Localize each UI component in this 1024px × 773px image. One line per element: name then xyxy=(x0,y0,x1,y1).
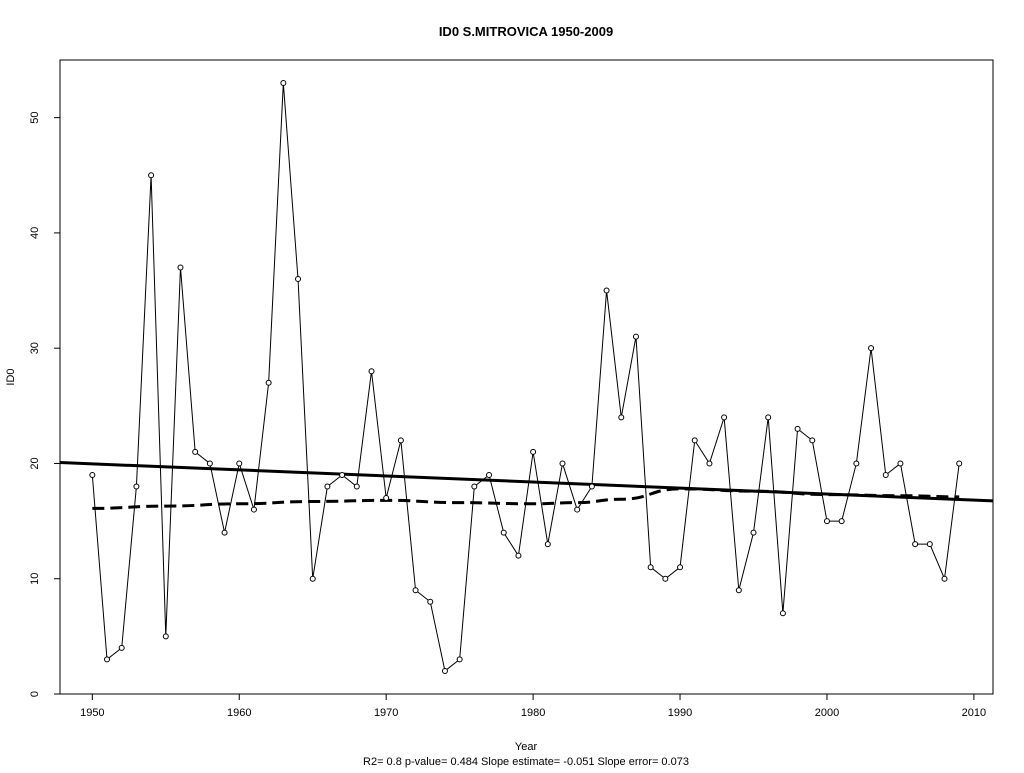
data-point xyxy=(853,460,860,467)
data-point xyxy=(544,541,551,548)
data-point xyxy=(706,460,713,467)
series-layer xyxy=(59,80,994,674)
data-point xyxy=(926,541,933,548)
plot-frame xyxy=(59,59,994,695)
y-tick-label: 40 xyxy=(29,227,41,239)
data-point xyxy=(206,460,213,467)
data-point xyxy=(486,471,493,478)
data-point xyxy=(809,437,816,444)
data-point xyxy=(397,437,404,444)
data-point xyxy=(221,529,228,536)
x-tick-label: 1970 xyxy=(374,707,398,719)
data-point xyxy=(779,610,786,617)
data-point xyxy=(89,471,96,478)
y-tick-label: 0 xyxy=(29,691,41,697)
data-point xyxy=(912,541,919,548)
smooth-dashed-line xyxy=(92,487,960,510)
data-point xyxy=(148,172,155,179)
data-point xyxy=(574,506,581,513)
x-tick-label: 2000 xyxy=(815,707,839,719)
data-point xyxy=(603,287,610,294)
data-point xyxy=(838,518,845,525)
chart-title: ID0 S.MITROVICA 1950-2009 xyxy=(439,24,613,39)
x-tick-label: 1960 xyxy=(227,707,251,719)
y-tick-label: 50 xyxy=(29,112,41,124)
data-point xyxy=(250,506,257,513)
y-tick-label: 20 xyxy=(29,457,41,469)
data-point xyxy=(295,276,302,283)
data-point xyxy=(236,460,243,467)
data-point xyxy=(133,483,140,490)
data-point xyxy=(941,575,948,582)
data-point xyxy=(412,587,419,594)
x-tick-label: 2010 xyxy=(962,707,986,719)
data-point xyxy=(383,495,390,502)
data-point xyxy=(632,333,639,340)
y-axis: 0 10 20 30 40 50 xyxy=(29,112,60,697)
data-point xyxy=(118,644,125,651)
data-point xyxy=(662,575,669,582)
data-point xyxy=(823,518,830,525)
y-tick-label: 10 xyxy=(29,573,41,585)
data-point xyxy=(868,345,875,352)
data-point xyxy=(530,448,537,455)
data-point xyxy=(691,437,698,444)
data-point xyxy=(735,587,742,594)
data-point xyxy=(677,564,684,571)
data-point xyxy=(456,656,463,663)
x-tick-label: 1980 xyxy=(521,707,545,719)
data-point xyxy=(162,633,169,640)
data-point xyxy=(471,483,478,490)
data-point xyxy=(368,368,375,375)
data-point xyxy=(500,529,507,536)
data-point xyxy=(882,471,889,478)
x-tick-label: 1990 xyxy=(668,707,692,719)
data-point xyxy=(324,483,331,490)
data-point xyxy=(177,264,184,271)
stats-footer: R2= 0.8 p-value= 0.484 Slope estimate= -… xyxy=(363,756,689,768)
data-point xyxy=(765,414,772,421)
data-point xyxy=(897,460,904,467)
data-point xyxy=(515,552,522,559)
data-point xyxy=(956,460,963,467)
data-point xyxy=(588,483,595,490)
data-point xyxy=(618,414,625,421)
y-axis-label: ID0 xyxy=(5,368,17,385)
data-point xyxy=(192,448,199,455)
y-tick-label: 30 xyxy=(29,342,41,354)
data-point xyxy=(104,656,111,663)
data-line xyxy=(91,83,960,672)
data-point xyxy=(427,598,434,605)
data-point xyxy=(750,529,757,536)
data-point xyxy=(339,471,346,478)
data-point xyxy=(441,667,448,674)
x-tick-label: 1950 xyxy=(80,707,104,719)
data-point xyxy=(280,80,287,87)
data-point xyxy=(721,414,728,421)
data-point xyxy=(309,575,316,582)
x-axis: 1950 1960 1970 1980 1990 2000 2010 xyxy=(80,694,986,719)
x-axis-label: Year xyxy=(515,741,538,753)
data-point xyxy=(353,483,360,490)
data-point xyxy=(265,379,272,386)
data-point xyxy=(794,425,801,432)
data-point xyxy=(647,564,654,571)
data-point xyxy=(559,460,566,467)
